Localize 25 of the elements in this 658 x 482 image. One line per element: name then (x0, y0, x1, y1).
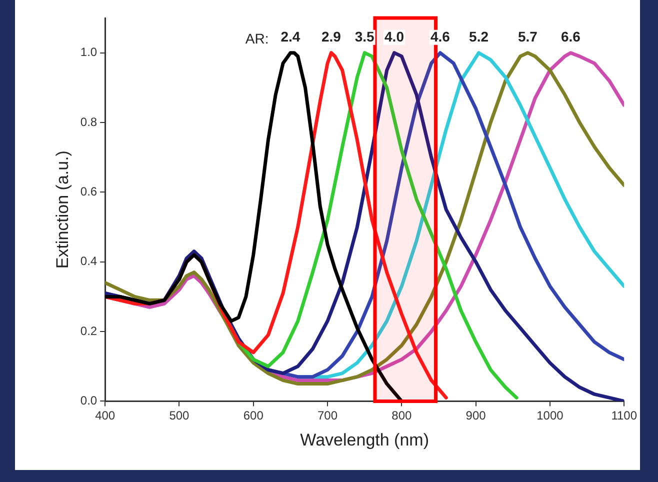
series-label: 5.7 (518, 28, 538, 45)
series-label: 4.0 (384, 28, 404, 45)
x-tick-label: 1100 (611, 408, 638, 423)
series-label: 5.2 (469, 28, 489, 45)
series-label: 2.4 (280, 28, 300, 45)
y-tick-label: 0.8 (80, 114, 98, 129)
series-label: 6.6 (560, 28, 581, 45)
y-axis-title: Extinction (a.u.) (52, 150, 72, 269)
y-tick-label: 1.0 (80, 45, 98, 60)
y-tick-label: 0.0 (80, 394, 98, 408)
series-label: 3.5 (354, 28, 375, 45)
x-tick-label: 900 (466, 408, 486, 423)
x-tick-label: 600 (243, 408, 264, 423)
y-tick-label: 0.2 (80, 324, 98, 338)
x-tick-label: 500 (169, 408, 190, 423)
annotation: AR: (245, 30, 269, 47)
x-axis-title: Wavelength (nm) (300, 430, 429, 450)
series-label: 4.6 (430, 28, 450, 45)
series-label: 2.9 (321, 28, 342, 45)
y-tick-label: 0.4 (80, 254, 98, 268)
x-tick-label: 1000 (536, 408, 564, 423)
x-tick-label: 400 (95, 408, 116, 423)
x-tick-label: 800 (392, 408, 412, 423)
y-tick-label: 0.6 (80, 184, 98, 198)
x-tick-label: 700 (318, 408, 338, 423)
